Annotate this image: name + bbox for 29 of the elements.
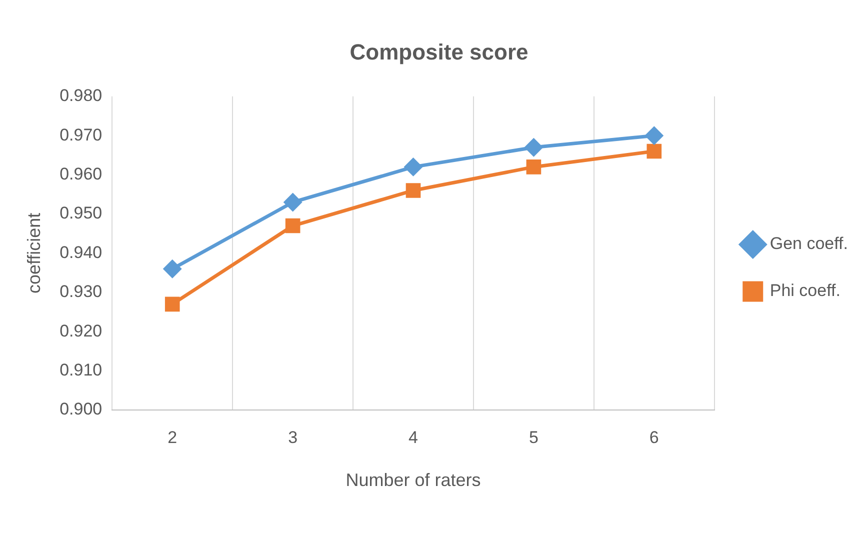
- x-axis-title: Number of raters: [346, 470, 481, 490]
- point: [164, 296, 180, 312]
- point: [526, 160, 542, 174]
- point: [645, 126, 663, 144]
- point: [164, 260, 182, 278]
- y-tick-label: 0.970: [60, 125, 102, 144]
- x-tick-label: 3: [288, 428, 298, 447]
- point: [524, 138, 542, 156]
- y-tick-label: 0.960: [60, 164, 102, 184]
- y-tick-label: 0.910: [60, 360, 102, 380]
- y-tick-label: 0.900: [60, 400, 102, 419]
- legend-label: Gen coeff.: [770, 234, 848, 254]
- x-tick-label: 6: [649, 428, 659, 447]
- point: [646, 144, 662, 159]
- x-tick-label: 5: [528, 428, 538, 447]
- point: [284, 193, 302, 211]
- y-tick-label: 0.920: [60, 321, 102, 340]
- legend-label: Phi coeff.: [770, 281, 840, 300]
- y-tick-label: 0.980: [60, 86, 102, 106]
- y-tick-label: 0.930: [60, 282, 102, 302]
- point: [406, 183, 421, 198]
- y-axis-title: coefficient: [24, 212, 44, 294]
- y-tick-label: 0.950: [60, 204, 102, 223]
- x-tick-label: 2: [168, 428, 178, 447]
- y-tick-label: 0.940: [60, 242, 102, 262]
- chart-title: Composite score: [350, 39, 528, 64]
- x-tick-label: 4: [408, 428, 418, 447]
- point: [285, 218, 300, 234]
- point: [404, 158, 422, 176]
